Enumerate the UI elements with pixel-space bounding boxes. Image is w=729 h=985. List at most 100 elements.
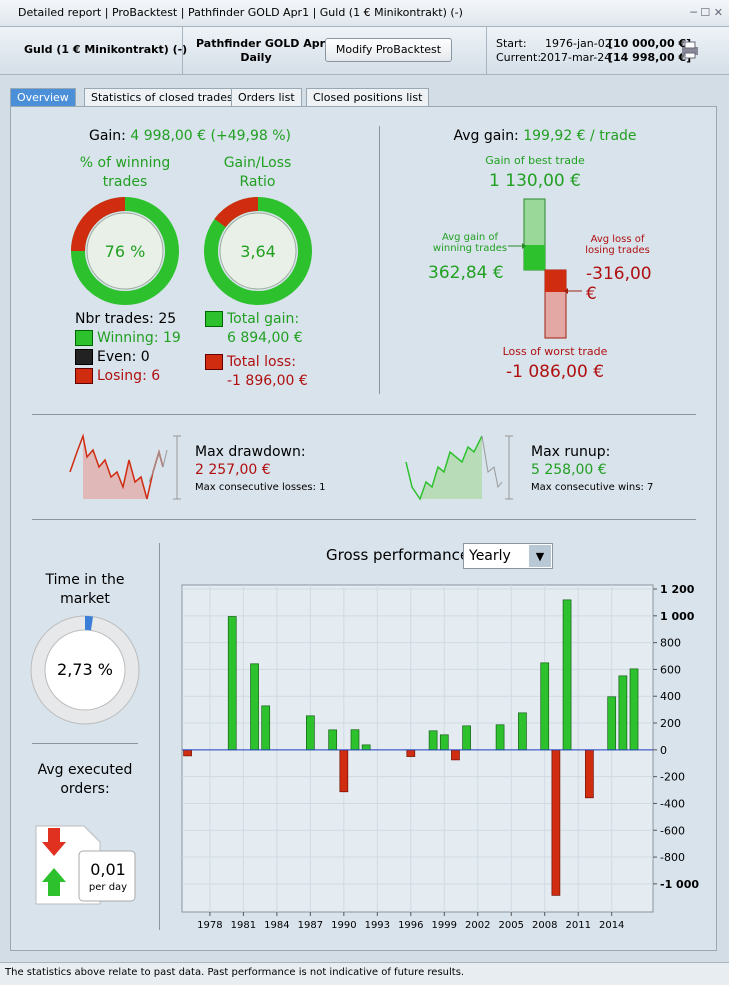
window-controls[interactable]: ─ ☐ ✕ [690,6,723,19]
x-tick-label: 1993 [365,920,390,931]
start-value: [10 000,00 €] [608,37,692,50]
bar [551,749,561,896]
orders-label: Avg executed orders: [37,762,133,797]
even: Even: 0 [97,349,150,365]
disclaimer: The statistics above relate to past data… [5,967,465,978]
current-date: 2017-mar-24 [540,51,612,64]
drawdown-label: Max drawdown: [195,444,306,460]
bar [618,675,628,751]
runup-label: Max runup: [531,444,611,460]
title-bar: Detailed report | ProBacktest | Pathfind… [0,0,729,27]
winning: Winning: 19 [97,330,181,346]
y-tick-label: 200 [660,717,681,730]
bar [439,734,449,751]
header: Guld (1 € Minikontrakt) (-) Pathfinder G… [0,27,729,75]
bar [428,730,438,751]
x-tick-label: 1990 [331,920,356,931]
bar [495,724,505,751]
orders-icon [35,825,136,905]
footer: The statistics above relate to past data… [0,962,729,985]
system-name: Pathfinder GOLD Apr1 [196,37,333,50]
period-dropdown[interactable]: Yearly ▼ [463,543,553,569]
x-tick-label: 2014 [599,920,624,931]
gain: Gain: 4 998,00 € (+49,98 %) [40,128,340,144]
drawdown-sub: Max consecutive losses: 1 [195,482,326,493]
gain-value: 4 998,00 € (+49,98 %) [130,128,291,144]
divider [32,414,696,415]
divider [32,743,138,744]
y-tick-label: 1 000 [660,610,695,623]
avg-gain: Avg gain: 199,92 € / trade [400,128,690,144]
x-tick-label: 1978 [197,920,222,931]
start-date: 1976-jan-02 [545,37,612,50]
bar [451,749,460,761]
bar [406,749,416,757]
dropdown-arrow[interactable]: ▼ [529,545,551,567]
x-tick-label: 2005 [499,920,524,931]
tab[interactable]: Statistics of closed trades [84,88,240,107]
avg-gain-diagram [508,198,582,339]
divider [379,126,380,394]
divider [159,543,160,930]
y-tick-label: 800 [660,637,681,650]
even-swatch [75,349,93,365]
instrument: Guld (1 € Minikontrakt) (-) [24,43,188,56]
bar [540,662,550,751]
avg-gain-label: Avg gain: [453,128,519,144]
print-icon[interactable] [680,41,700,59]
bar [306,715,315,751]
bar [361,744,371,751]
bar [562,599,572,751]
bar [607,696,617,751]
current-label: Current: [496,51,542,64]
bar [339,749,349,793]
tab[interactable]: Orders list [231,88,302,107]
divider [486,27,487,74]
title-item: ProBacktest [111,6,178,19]
ratio-title: Gain/Loss Ratio [223,155,292,190]
drawdown-value: 2 257,00 € [195,462,271,478]
title-item: Guld (1 € Minikontrakt) (-) [319,6,463,19]
divider [32,519,696,520]
total-gain: 6 894,00 € [227,330,303,346]
time-value: 2,73 % [57,660,113,679]
time-label: Time in the market [45,572,125,607]
chart-title: Gross performance [326,546,470,564]
x-tick-label: 2011 [565,920,590,931]
tab[interactable]: Closed positions list [306,88,430,107]
winning-swatch [75,330,93,346]
winning-pct: 76 % [104,242,146,261]
y-tick-label: -400 [660,797,685,810]
avg-loss-label: Avg loss of losing trades [585,234,650,256]
loss-swatch [205,354,223,370]
y-tick-label: -200 [660,771,685,784]
x-tick-label: 1996 [398,920,423,931]
ratio: 3,64 [240,242,276,261]
losing-swatch [75,368,93,384]
runup-sparkline [405,435,513,501]
orders-value: 0,01 [90,860,126,879]
time-gauge [30,615,140,725]
total-gain-label: Total gain: [227,311,300,327]
tab[interactable]: Overview [10,88,76,107]
start-label: Start: [496,37,527,50]
runup-value: 5 258,00 € [531,462,607,478]
y-tick-label: 0 [660,744,667,757]
orders-unit: per day [88,882,128,893]
period: Daily [240,51,272,64]
bar [518,712,527,751]
y-tick-label: 1 200 [660,583,695,596]
x-tick-label: 2002 [465,920,490,931]
bar [585,749,594,799]
modify-button[interactable]: Modify ProBacktest [325,38,452,62]
x-tick-label: 1999 [432,920,457,931]
period-value: Yearly [469,548,511,564]
bar [350,729,360,751]
total-loss-label: Total loss: [227,354,296,370]
x-tick-label: 1981 [231,920,256,931]
bar [261,705,271,751]
y-tick-label: -800 [660,851,685,864]
avg-win-label: Avg gain of winning trades [432,232,508,254]
